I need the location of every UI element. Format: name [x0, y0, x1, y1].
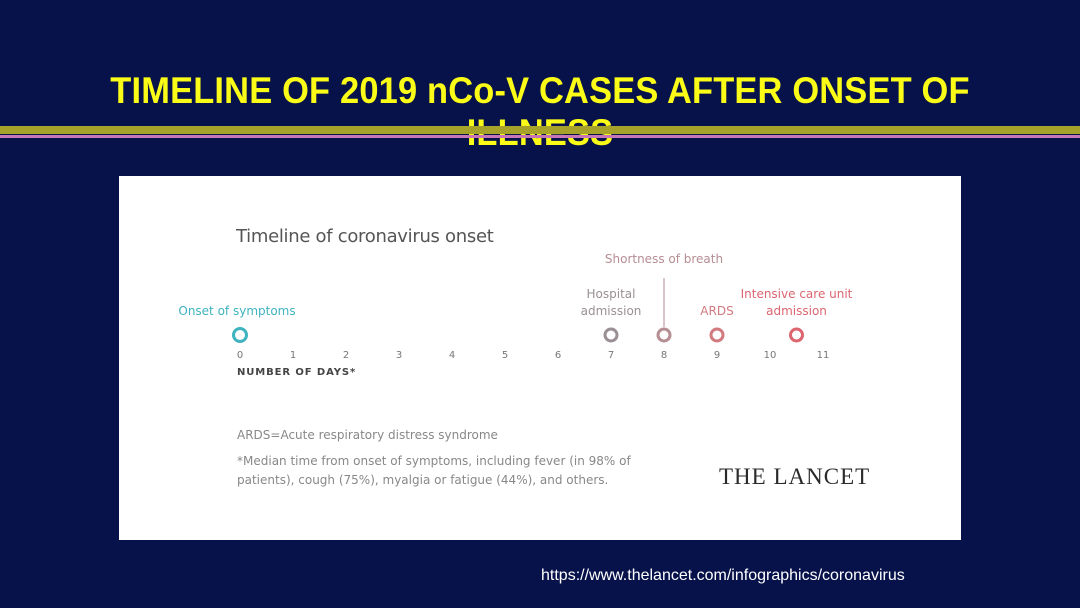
publisher-logo: THE LANCET: [719, 464, 871, 489]
x-tick-label-2: 2: [343, 350, 349, 361]
event-label-shortness-of-breath: Shortness of breath: [604, 252, 724, 266]
timeline-chart: 0 1 2 3 4 5 6 7 8 9 10 11: [232, 278, 830, 361]
x-tick-label-6: 6: [555, 350, 561, 361]
median-footnote: *Median time from onset of symptoms, inc…: [237, 454, 631, 487]
title-divider-olive: [0, 126, 1080, 134]
x-axis-title: NUMBER OF DAYS*: [237, 367, 357, 378]
event-label-ards: ARDS: [700, 304, 734, 318]
event-label-hospital: Hospital admission: [580, 287, 642, 318]
x-tick-label-1: 1: [290, 350, 296, 361]
x-tick-label-10: 10: [764, 350, 777, 361]
ards-footnote: ARDS=Acute respiratory distress syndrome: [237, 428, 498, 442]
x-tick-label-8: 8: [661, 350, 667, 361]
x-tick-label-4: 4: [449, 350, 455, 361]
event-marker-ards: [709, 327, 725, 343]
source-link[interactable]: https://www.thelancet.com/infographics/c…: [541, 567, 905, 584]
x-tick-label-3: 3: [396, 350, 402, 361]
x-tick-label-11: 11: [817, 350, 830, 361]
timeline-figure: Timeline of coronavirus onset 0 1 2 3 4 5 6 7 8 9…: [119, 176, 961, 540]
slide-title: TIMELINE OF 2019 nCo-V CASES AFTER ONSET…: [110, 70, 970, 153]
x-tick-label-7: 7: [608, 350, 614, 361]
figure-title: Timeline of coronavirus onset: [236, 226, 494, 247]
event-label-onset: Onset of symptoms: [178, 304, 296, 318]
event-marker-shortness-of-breath: [656, 327, 672, 343]
title-divider-pink: [0, 135, 1080, 138]
event-marker-hospital-admission: [603, 327, 619, 343]
event-marker-onset-of-symptoms: [232, 327, 248, 343]
event-label-icu: Intensive care unit admission: [740, 287, 853, 318]
x-tick-label-0: 0: [237, 350, 243, 361]
x-tick-label-9: 9: [714, 350, 720, 361]
event-marker-intensive-care-unit-admission: [789, 327, 804, 343]
x-tick-label-5: 5: [502, 350, 508, 361]
